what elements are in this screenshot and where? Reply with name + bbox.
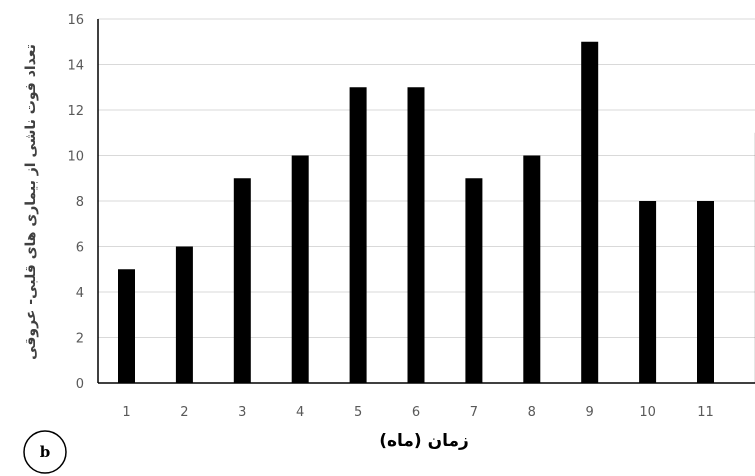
panel-badge-circle bbox=[23, 430, 67, 474]
bar-month-7 bbox=[465, 178, 483, 383]
x-tick-label: 9 bbox=[586, 405, 594, 420]
y-tick-label: 8 bbox=[76, 195, 84, 210]
y-axis-label: تعداد فوت ناشی از بیماری های قلبی- عروقی bbox=[23, 44, 39, 360]
x-tick-label: 6 bbox=[412, 405, 420, 420]
x-tick-label: 7 bbox=[470, 405, 478, 420]
bar-month-5 bbox=[349, 87, 367, 383]
panel-badge: b bbox=[23, 430, 67, 474]
bar-month-9 bbox=[581, 41, 599, 383]
bar-month-10 bbox=[639, 201, 657, 383]
bar-month-1 bbox=[118, 269, 135, 383]
y-tick-label: 4 bbox=[76, 286, 84, 301]
y-tick-label: 2 bbox=[76, 332, 84, 347]
y-tick-label: 6 bbox=[76, 241, 84, 256]
bar-month-8 bbox=[523, 155, 541, 383]
y-tick-label: 14 bbox=[67, 59, 84, 74]
bar-month-4 bbox=[291, 155, 309, 383]
x-axis-ticks: 123456789101112 bbox=[122, 405, 714, 420]
x-tick-label: 1 bbox=[122, 405, 130, 420]
y-tick-label: 10 bbox=[67, 150, 84, 165]
x-axis-label: زمان (ماه) bbox=[379, 431, 469, 451]
x-tick-label: 3 bbox=[238, 405, 246, 420]
bar-month-11 bbox=[697, 201, 714, 383]
x-tick-label: 5 bbox=[354, 405, 362, 420]
x-tick-label: 8 bbox=[528, 405, 536, 420]
x-tick-label: 4 bbox=[296, 405, 304, 420]
panel-label: b bbox=[40, 443, 51, 461]
y-tick-label: 12 bbox=[67, 104, 84, 119]
bar-month-2 bbox=[175, 246, 193, 383]
gridlines bbox=[98, 18, 755, 338]
y-tick-label: 0 bbox=[76, 377, 84, 392]
bar-month-6 bbox=[407, 87, 425, 383]
y-tick-label: 16 bbox=[67, 13, 84, 28]
y-axis-ticks: 0 2 4 6 8 10 12 14 16 bbox=[67, 13, 84, 392]
bars bbox=[118, 41, 755, 383]
x-tick-label: 11 bbox=[697, 405, 714, 420]
bar-month-3 bbox=[233, 178, 251, 383]
x-tick-label: 2 bbox=[180, 405, 188, 420]
x-tick-label: 10 bbox=[639, 405, 656, 420]
